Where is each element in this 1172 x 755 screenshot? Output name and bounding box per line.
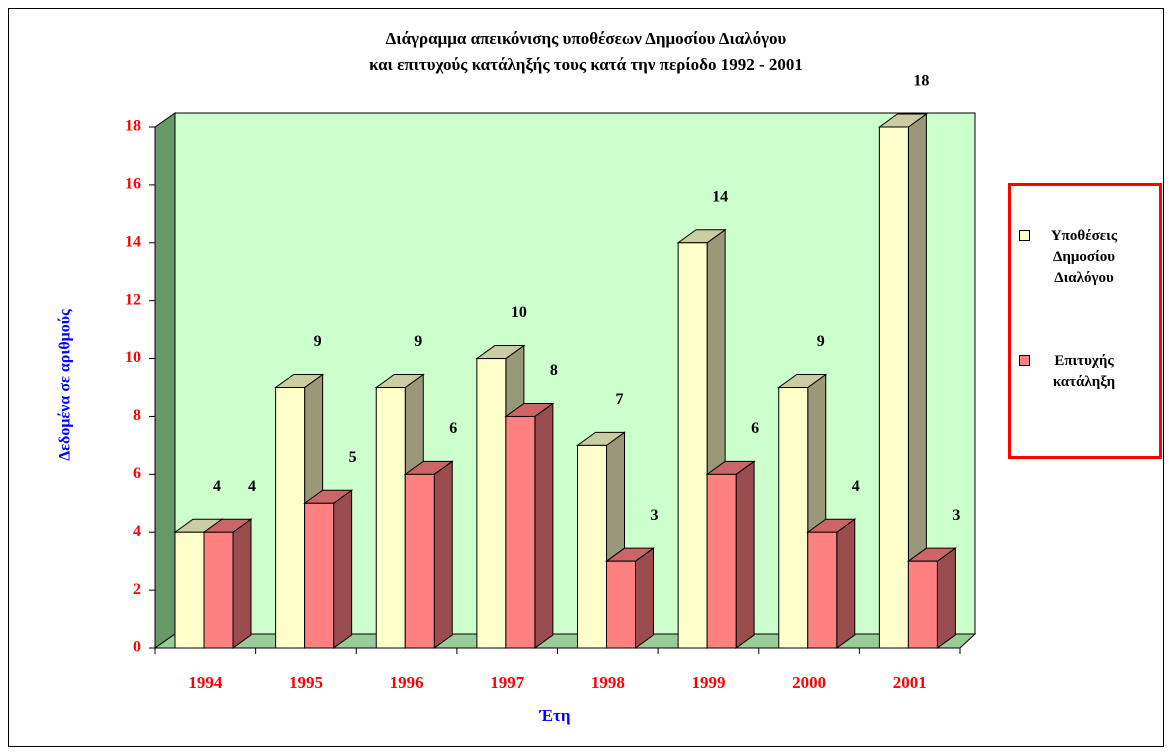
- bar: [505, 415, 536, 649]
- bar-side: [936, 547, 956, 649]
- bar: [907, 560, 938, 649]
- data-label: 6: [751, 420, 759, 437]
- x-tick-label: 1995: [289, 673, 323, 692]
- side-wall: [154, 112, 176, 649]
- data-label: 9: [414, 333, 422, 350]
- chart-title: Διάγραμμα απεικόνισης υποθέσεων Δημοσίου…: [386, 29, 787, 48]
- bar: [577, 444, 607, 649]
- data-label: 4: [213, 478, 221, 495]
- data-label: 3: [952, 507, 960, 524]
- bar: [677, 242, 708, 649]
- data-label: 3: [651, 507, 659, 524]
- y-tick-label: 0: [133, 639, 141, 656]
- x-axis-label: Έτη: [538, 706, 570, 725]
- bar-side: [232, 518, 252, 649]
- bar: [203, 531, 234, 649]
- x-tick-label: 2001: [893, 673, 927, 692]
- bar: [476, 358, 507, 649]
- bar-side: [333, 489, 353, 649]
- y-axis-label: Δεδομένα σε αριθμούς: [57, 309, 74, 461]
- bar-side: [836, 518, 856, 649]
- data-label: 9: [817, 333, 825, 350]
- legend-entry: Υποθέσεις Δημοσίου Διαλόγου: [1019, 226, 1134, 289]
- y-tick-label: 4: [133, 523, 141, 540]
- data-label: 10: [511, 304, 527, 321]
- bar-side: [534, 402, 554, 649]
- bar: [404, 473, 435, 649]
- y-tick-label: 18: [125, 118, 141, 135]
- data-label: 4: [248, 478, 256, 495]
- legend-label: Υποθέσεις Δημοσίου Διαλόγου: [1050, 228, 1118, 286]
- bar: [304, 502, 335, 649]
- x-tick-label: 1999: [691, 673, 725, 692]
- data-label: 9: [314, 333, 322, 350]
- x-tick-label: 1996: [390, 673, 424, 692]
- y-tick-label: 8: [133, 407, 141, 424]
- y-tick-label: 2: [133, 581, 141, 598]
- data-label: 18: [913, 73, 929, 90]
- bar: [706, 473, 737, 649]
- x-tick-label: 1994: [188, 673, 223, 692]
- data-label: 6: [449, 420, 457, 437]
- bar-side: [735, 460, 755, 649]
- x-tick-label: 2000: [792, 673, 826, 692]
- data-label: 14: [712, 188, 728, 205]
- legend-swatch: [1019, 230, 1030, 241]
- legend: Υποθέσεις Δημοσίου Διαλόγου Επιτυχής κατά…: [1008, 183, 1162, 459]
- data-label: 8: [550, 362, 558, 379]
- data-label: 5: [349, 449, 357, 466]
- legend-label: Επιτυχής κατάληξη: [1052, 353, 1116, 390]
- data-label: 7: [616, 391, 624, 408]
- y-tick-label: 14: [125, 233, 141, 250]
- bar: [375, 387, 406, 649]
- bar-side: [433, 460, 453, 649]
- bar-side: [635, 547, 654, 649]
- x-tick-label: 1997: [490, 673, 525, 692]
- y-tick-label: 6: [133, 465, 141, 482]
- bar: [878, 126, 909, 649]
- data-label: 4: [852, 478, 860, 495]
- legend-swatch: [1019, 355, 1030, 366]
- bar: [606, 560, 636, 649]
- bar: [778, 387, 809, 649]
- bar: [275, 387, 306, 649]
- x-tick-label: 1998: [591, 673, 625, 692]
- y-tick-label: 16: [125, 176, 141, 193]
- chart-title: και επιτυχούς κατάληξής τους κατά την πε…: [369, 55, 803, 74]
- bar: [807, 531, 838, 649]
- legend-entry: Επιτυχής κατάληξη: [1019, 351, 1134, 393]
- y-tick-label: 12: [125, 291, 141, 308]
- bar: [174, 531, 205, 649]
- y-tick-label: 10: [125, 349, 141, 366]
